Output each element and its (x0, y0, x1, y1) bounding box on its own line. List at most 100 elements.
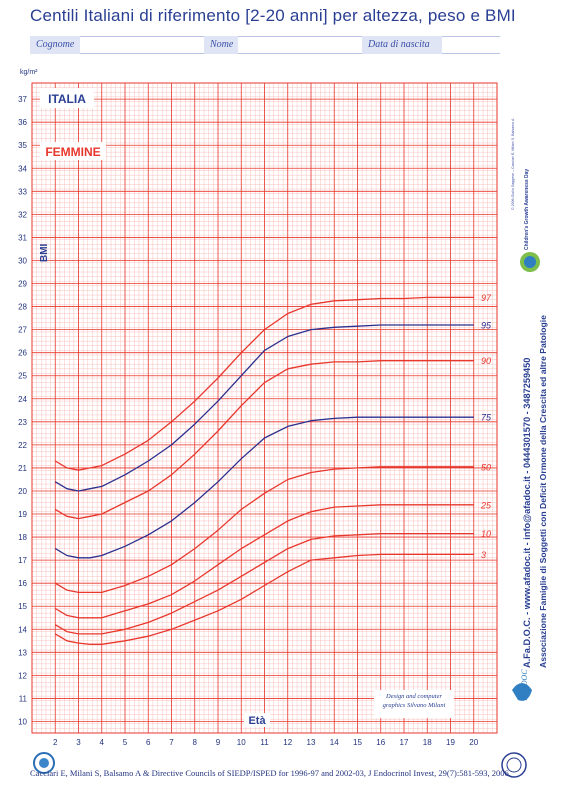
y-tick-label: 35 (18, 141, 27, 150)
centile-line-25 (54, 504, 474, 619)
page-title: Centili Italiani di riferimento [2-20 an… (30, 6, 516, 25)
plot-frame (31, 82, 498, 734)
y-axis-label: BMI (39, 243, 50, 262)
y-tick-label: 10 (18, 717, 27, 726)
centile-line-75 (54, 416, 474, 559)
growth-day-logo-inner (524, 256, 536, 268)
major-grid (31, 83, 498, 733)
centile-line-50 (54, 466, 474, 594)
x-tick-label: 17 (400, 738, 409, 747)
y-tick-label: 27 (18, 326, 27, 335)
x-tick-label: 15 (353, 738, 362, 747)
x-tick-label: 14 (330, 738, 339, 747)
y-tick-labels: 10 11 12 13 14 15 16 17 18 19 20 21 22 23 24 25 26 27 28 29… (18, 95, 27, 726)
centile-labels: 97 95 90 75 50 25 10 3 (480, 293, 492, 560)
design-credit: Design and computer graphics Silvano Mil… (382, 693, 446, 709)
sex-badge-bg (40, 142, 106, 160)
copyright-text: © 2006 Giulio Saggese – Cacciari E, Mila… (511, 118, 515, 210)
y-tick-label: 36 (18, 118, 27, 127)
x-tick-label: 3 (76, 738, 81, 747)
afadoc-logo-icon (512, 683, 532, 701)
afadoc-association-line: Associazione Famiglie di Soggetti con De… (538, 315, 548, 668)
y-tick-label: 21 (18, 464, 27, 473)
x-tick-label: 20 (469, 738, 478, 747)
x-tick-label: 4 (100, 738, 105, 747)
y-tick-label: 33 (18, 187, 27, 196)
centile-label-3: 3 (481, 550, 486, 560)
afadoc-contact-line: A.Fa.D.O.C. - www.afadoc.it - info@afado… (522, 358, 532, 668)
x-tick-label: 2 (53, 738, 58, 747)
y-tick-label: 13 (18, 648, 27, 657)
centile-label-97: 97 (481, 293, 492, 303)
siedp-logo-inner (39, 758, 49, 768)
centile-label-75: 75 (481, 413, 492, 423)
y-tick-label: 16 (18, 579, 27, 588)
journal-seal-icon (501, 752, 527, 778)
y-tick-label: 24 (18, 395, 27, 404)
citation-text: Cacciari E, Milani S, Balsamo A & Direct… (30, 768, 511, 778)
y-tick-label: 32 (18, 210, 27, 219)
x-tick-label: 12 (283, 738, 292, 747)
y-tick-label: 14 (18, 625, 27, 634)
centile-line-90 (54, 360, 474, 520)
x-tick-label: 7 (169, 738, 174, 747)
growth-day-logo-text: Children's Growth Awareness Day (524, 169, 530, 250)
y-tick-label: 23 (18, 418, 27, 427)
x-tick-labels: 2 3 4 5 6 7 8 9 10 11 12 13 14 15 16 17 18 19 20 (53, 738, 479, 747)
centile-line-97 (54, 296, 474, 471)
x-tick-label: 8 (193, 738, 198, 747)
x-tick-label: 10 (237, 738, 246, 747)
patient-info-bar: Cognome Nome Data di nascita (30, 36, 500, 54)
y-tick-label: 37 (18, 95, 27, 104)
y-tick-label: 12 (18, 671, 27, 680)
x-tick-label: 9 (216, 738, 221, 747)
birthdate-label: Data di nascita (362, 36, 442, 54)
centile-line-95 (54, 324, 474, 492)
y-tick-label: 17 (18, 556, 27, 565)
name-field[interactable] (238, 36, 362, 54)
journal-seal-inner (506, 757, 522, 773)
centile-line-10 (54, 532, 474, 635)
country-badge: ITALIA (48, 92, 86, 106)
x-label-bg (244, 713, 270, 727)
x-tick-label: 13 (307, 738, 316, 747)
surname-label: Cognome (30, 36, 80, 54)
x-axis-label: Età (248, 715, 266, 727)
y-tick-label: 20 (18, 487, 27, 496)
design-credit-box: Design and computer graphics Silvano Mil… (382, 693, 446, 709)
name-label: Nome (204, 36, 238, 54)
x-tick-label: 11 (260, 738, 269, 747)
y-tick-label: 11 (19, 694, 28, 703)
birthdate-field[interactable] (442, 36, 500, 54)
y-tick-label: 25 (18, 372, 27, 381)
y-unit-label: kg/m² (20, 69, 38, 76)
centile-lines (54, 296, 474, 645)
y-tick-label: 22 (18, 441, 27, 450)
x-tick-label: 18 (423, 738, 432, 747)
x-tick-label: 19 (446, 738, 455, 747)
y-tick-label: 34 (18, 164, 27, 173)
y-tick-label: 26 (18, 349, 27, 358)
centile-label-50: 50 (481, 462, 491, 472)
surname-field[interactable] (80, 36, 204, 54)
centile-label-25: 25 (480, 500, 492, 510)
y-tick-label: 28 (18, 303, 27, 312)
x-tick-label: 6 (146, 738, 151, 747)
afadoc-label: AFaDOC (520, 669, 529, 701)
centile-line-3 (54, 553, 474, 645)
y-tick-label: 31 (18, 233, 27, 242)
y-tick-label: 19 (18, 510, 27, 519)
y-tick-label: 18 (18, 533, 27, 542)
x-tick-label: 16 (376, 738, 385, 747)
design-credit-bg (374, 690, 454, 718)
y-tick-label: 15 (18, 602, 27, 611)
y-tick-label: 30 (18, 256, 27, 265)
x-tick-label: 5 (123, 738, 128, 747)
centile-label-10: 10 (481, 529, 491, 539)
centile-label-95: 95 (481, 321, 492, 331)
sex-badge: FEMMINE (45, 145, 100, 159)
y-tick-label: 29 (18, 280, 27, 289)
country-badge-bg (40, 88, 94, 108)
centile-label-90: 90 (481, 356, 491, 366)
